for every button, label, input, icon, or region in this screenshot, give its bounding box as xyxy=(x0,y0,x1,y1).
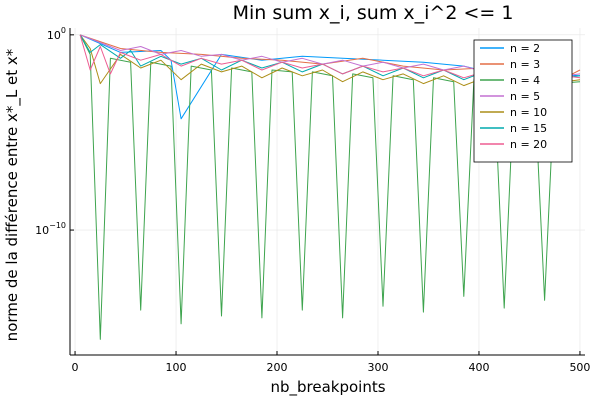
x-tick-label: 200 xyxy=(267,361,288,374)
y-tick-label: 100 xyxy=(47,26,66,42)
legend-label: n = 20 xyxy=(510,138,547,151)
x-tick-label: 500 xyxy=(569,361,590,374)
x-tick-label: 100 xyxy=(166,361,187,374)
y-ticks: 100 10−10 xyxy=(35,26,74,237)
y-tick-label: 10−10 xyxy=(35,221,66,237)
x-axis-label: nb_breakpoints xyxy=(270,378,385,397)
axes xyxy=(69,28,585,356)
legend-label: n = 10 xyxy=(510,106,547,119)
x-tick-label: 400 xyxy=(468,361,489,374)
legend-label: n = 5 xyxy=(510,90,540,103)
legend-label: n = 4 xyxy=(510,74,540,87)
legend-box xyxy=(473,39,573,163)
legend: n = 2 n = 3 n = 4 n = 5 n = 10 n = 15 n = 20 xyxy=(473,39,573,163)
legend-label: n = 2 xyxy=(510,42,540,55)
x-tick-label: 0 xyxy=(72,361,79,374)
legend-label: n = 3 xyxy=(510,58,540,71)
chart-title: Min sum x_i, sum x_i^2 <= 1 xyxy=(233,2,514,24)
x-ticks: 0 100 200 300 400 500 xyxy=(72,351,590,374)
legend-label: n = 15 xyxy=(510,122,547,135)
x-tick-label: 300 xyxy=(367,361,388,374)
y-axis-label: norme de la différence entre x*_L et x* xyxy=(3,48,22,341)
